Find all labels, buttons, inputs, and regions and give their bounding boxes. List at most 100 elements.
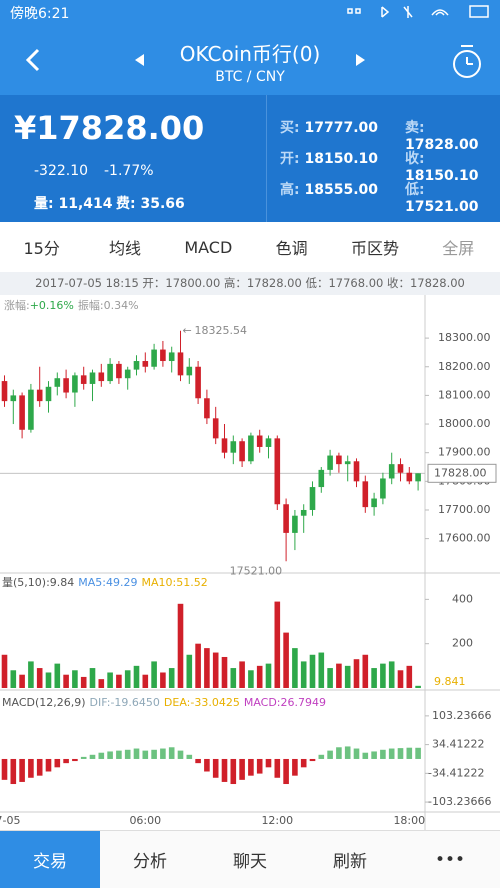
- candle-body: [98, 372, 105, 382]
- volume-bar: [256, 665, 263, 688]
- volume-bar: [292, 648, 298, 688]
- volume-bar: [151, 661, 157, 688]
- last-volume-label: 9.841: [434, 675, 466, 688]
- macd-bar: [36, 758, 43, 776]
- macd-bar: [63, 758, 69, 764]
- x-tick-label: 07-05: [0, 814, 20, 827]
- macd-bar: [186, 754, 193, 759]
- candle-body: [380, 478, 386, 499]
- macd-bar: [336, 747, 342, 759]
- y-tick-label: -103.23666: [428, 795, 491, 808]
- quote-label: 收:: [405, 151, 425, 167]
- candle-body: [318, 469, 325, 488]
- candle-body: [177, 352, 184, 376]
- candle-body: [336, 455, 342, 465]
- fee: 35.66: [140, 196, 185, 212]
- nav-item[interactable]: 刷新: [333, 852, 367, 872]
- volume-bar: [327, 668, 333, 688]
- legend-value: +0.16%: [30, 299, 74, 312]
- nav-item[interactable]: 交易: [0, 831, 100, 888]
- volume: 11,414: [58, 196, 113, 212]
- y-tick-label: 17900.00: [438, 446, 491, 459]
- volume-bar: [212, 652, 219, 688]
- y-tick-label: 400: [452, 592, 473, 605]
- x-tick-label: 06:00: [129, 814, 161, 827]
- candle-body: [221, 438, 228, 453]
- y-tick-label: 200: [452, 637, 473, 650]
- macd-bar: [248, 758, 254, 776]
- volume-bar: [142, 674, 149, 688]
- volume-bar: [318, 652, 325, 688]
- toolbar-item[interactable]: 均线: [108, 239, 141, 258]
- volume-bar: [89, 668, 96, 688]
- status-icons: [347, 5, 489, 18]
- volume-bar: [283, 632, 289, 688]
- toolbar-item[interactable]: 色调: [275, 239, 308, 258]
- y-tick-label: 17600.00: [438, 532, 491, 545]
- volume-bar: [353, 659, 360, 688]
- quote: 高: 18555.00: [280, 179, 378, 199]
- candle-body: [362, 481, 369, 508]
- nav-item[interactable]: 聊天: [233, 852, 267, 872]
- macd-bar: [221, 758, 228, 782]
- volume-bar: [195, 643, 201, 688]
- macd-bar: [151, 749, 157, 759]
- timer-icon[interactable]: [453, 45, 481, 78]
- candle-body: [28, 389, 34, 430]
- candle-body: [72, 375, 78, 393]
- macd-bar: [116, 750, 122, 759]
- volume-bar: [19, 674, 25, 688]
- macd-bar: [89, 754, 96, 759]
- volume-bar: [36, 668, 43, 688]
- macd-bar: [256, 758, 263, 774]
- toolbar-item[interactable]: 15分: [23, 239, 60, 258]
- annotation-arrow: ←: [183, 324, 192, 337]
- nav-item[interactable]: •••: [434, 849, 466, 870]
- toolbar-item[interactable]: 币区势: [350, 239, 399, 258]
- volume-label: 量:: [34, 196, 54, 212]
- candle-body: [309, 487, 316, 510]
- candle-body: [204, 398, 210, 419]
- header: OKCoin币行(0) BTC / CNY: [0, 24, 500, 95]
- quote: 低: 17521.00: [405, 179, 500, 215]
- volume-bar: [133, 665, 140, 688]
- candle-body: [186, 366, 193, 376]
- macd-bar: [388, 748, 395, 759]
- prev-icon[interactable]: [135, 54, 144, 66]
- macd-bar: [195, 758, 201, 764]
- quote-value: 17521.00: [405, 199, 479, 215]
- next-icon[interactable]: [356, 54, 365, 66]
- toolbar-item[interactable]: 全屏: [442, 239, 475, 258]
- macd-bar: [142, 750, 149, 759]
- volume-bar: [265, 663, 272, 688]
- macd-title: MACD(12,26,9): [2, 696, 86, 709]
- macd-bar: [327, 750, 333, 759]
- candle-body: [195, 366, 201, 399]
- candle-body: [168, 352, 175, 362]
- macd-bar: [344, 746, 351, 759]
- annotation: 17521.00: [230, 564, 283, 577]
- candle-body: [371, 498, 377, 508]
- candle-body: [10, 395, 17, 402]
- quote: 开: 18150.10: [280, 148, 378, 168]
- y-tick-label: 103.23666: [432, 709, 492, 722]
- bottom-nav: 交易 分析 聊天 刷新 •••: [0, 830, 500, 888]
- x-tick-label: 18:00: [393, 814, 425, 827]
- candle-body: [80, 375, 87, 384]
- volume-bar: [309, 654, 316, 688]
- quote-value: 17777.00: [304, 120, 378, 136]
- toolbar-item[interactable]: MACD: [184, 237, 233, 257]
- volume-title: 量(5,10):9.84: [2, 576, 74, 589]
- macd-bar: [133, 748, 140, 759]
- candle-body: [151, 349, 157, 367]
- back-icon[interactable]: [25, 48, 40, 72]
- macd-legend: DEA:-33.0425: [164, 696, 240, 709]
- macd-bar: [371, 751, 377, 759]
- macd-bar: [406, 747, 413, 759]
- quote: 收: 18150.10: [405, 148, 500, 184]
- nav-item[interactable]: 分析: [133, 852, 167, 872]
- y-tick-label: 18100.00: [438, 388, 491, 401]
- candle-body: [353, 461, 360, 482]
- status-bar: 傍晚6:21: [0, 0, 500, 24]
- volume-bar: [160, 672, 166, 688]
